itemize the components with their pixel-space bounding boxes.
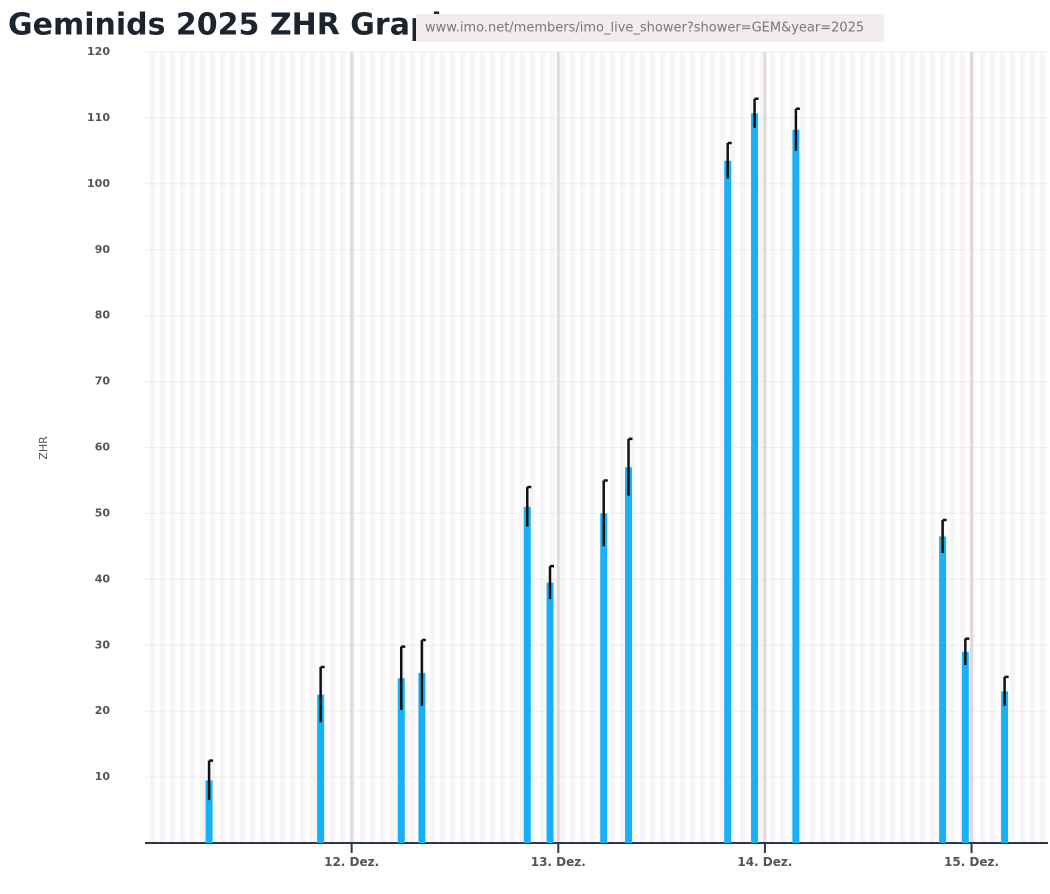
bar [317,694,325,843]
error-bar [753,97,759,128]
error-bar [207,759,214,801]
chart-title: Geminids 2025 ZHR Graph [8,8,453,43]
y-tick-label: 80 [95,309,111,322]
error-bar [602,479,608,547]
y-tick-label: 20 [95,704,111,717]
bar [724,160,732,843]
y-tick-label: 70 [95,375,111,388]
bar [939,536,947,843]
x-tick-label: 15. Dez. [944,855,999,869]
bar [961,651,969,843]
y-tick-label: 90 [95,243,111,256]
y-tick-label: 10 [95,770,111,783]
y-tick-label: 40 [95,572,111,585]
error-bar [627,437,633,496]
error-bar [941,518,947,553]
x-tick-label: 14. Dez. [737,855,792,869]
error-bar [399,645,406,710]
bar [205,780,213,843]
bar [1001,691,1009,843]
bar [418,672,426,843]
bar [751,113,759,844]
y-tick-label: 30 [95,638,111,651]
bar [523,506,531,843]
bar [397,678,405,843]
y-axis-label: ZHR [37,436,50,460]
url-box [416,14,884,42]
bar [546,582,554,843]
bar [625,467,633,843]
y-tick-label: 100 [87,177,110,190]
url-text: www.imo.net/members/imo_live_shower?show… [425,21,864,36]
error-bar [420,638,426,706]
y-tick-label: 60 [95,441,111,454]
bar [792,129,800,843]
x-tick-label: 12. Dez. [324,855,379,869]
x-tick-label: 13. Dez. [531,855,586,869]
error-bar [726,141,732,179]
y-tick-label: 50 [95,506,111,519]
error-bar [526,485,532,527]
error-bar [794,107,800,151]
y-tick-label: 110 [87,111,110,124]
y-tick-label: 120 [87,45,110,58]
error-bar [548,564,555,600]
bar [600,513,608,843]
error-bar [964,637,970,666]
error-bar [1003,675,1009,706]
error-bar [319,665,325,723]
